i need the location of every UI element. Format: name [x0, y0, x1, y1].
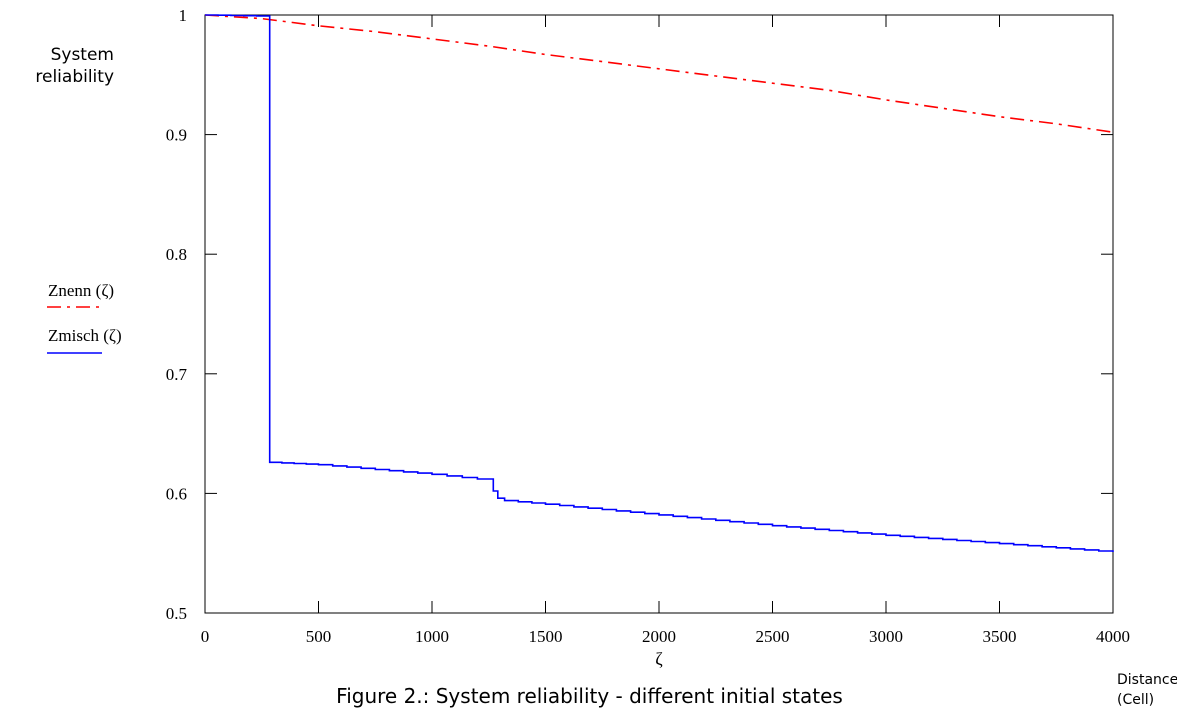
- y-tick-label: 0.5: [166, 604, 187, 623]
- legend-label-zmisch: Zmisch (ζ): [48, 326, 122, 345]
- y-tick-label: 0.9: [166, 126, 187, 145]
- x-tick-label: 2500: [756, 627, 790, 646]
- axis-ticks: [204, 14, 1114, 614]
- x-tick-label: 1000: [415, 627, 449, 646]
- x-tick-label: 500: [306, 627, 332, 646]
- y-tick-label: 0.8: [166, 245, 187, 264]
- y-tick-label: 1: [179, 6, 188, 25]
- figure-caption: Figure 2.: System reliability - differen…: [336, 684, 843, 708]
- x-tick-label: 0: [201, 627, 210, 646]
- series-line-znenn: [204, 14, 1114, 133]
- x-axis-unit: Distance (Cell): [1117, 670, 1177, 712]
- legend-label-znenn: Znenn (ζ): [48, 281, 114, 300]
- y-axis-label: System reliability: [0, 44, 114, 90]
- series-line-zmisch: [205, 14, 1114, 552]
- x-tick-label: 3500: [983, 627, 1017, 646]
- x-tick-label: 1500: [529, 627, 563, 646]
- legend: Znenn (ζ) Zmisch (ζ): [47, 281, 122, 354]
- x-axis-unit-line-1: Distance: [1117, 672, 1177, 688]
- axis-tick-labels: 0 500 1000 1500 2000 2500 3000 3500 4000 0.5 0.6 0.…: [166, 6, 1130, 646]
- x-axis-unit-line-2: (Cell): [1117, 692, 1155, 708]
- series-layer: [204, 14, 1114, 552]
- x-axis-label: ζ: [655, 649, 663, 669]
- x-tick-label: 3000: [869, 627, 903, 646]
- y-axis-label-line-2: reliability: [35, 67, 114, 87]
- x-tick-label: 4000: [1096, 627, 1130, 646]
- y-axis-label-line-1: System: [50, 45, 114, 65]
- plot-frame: [204, 14, 1114, 614]
- y-tick-label: 0.7: [166, 365, 188, 384]
- y-tick-label: 0.6: [166, 484, 187, 503]
- x-tick-label: 2000: [642, 627, 676, 646]
